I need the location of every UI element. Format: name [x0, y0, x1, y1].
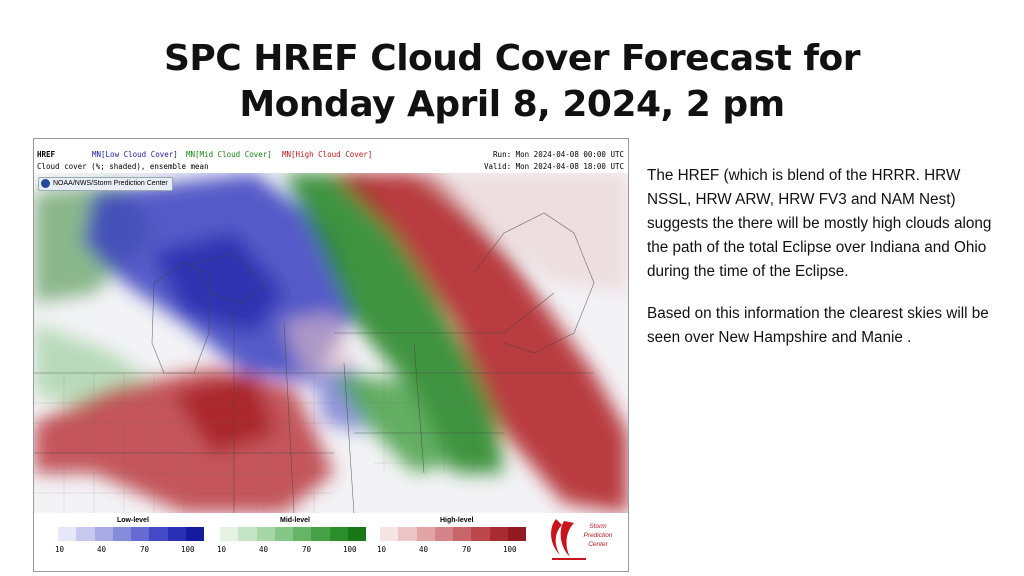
- map-run-time: Run: Mon 2024-04-08 00:00 UTC: [493, 150, 624, 159]
- cloud-cover-map-panel: HREF MN[Low Cloud Cover] MN[Mid Cloud Co…: [33, 138, 629, 572]
- legend-mid-colorbar: [220, 527, 366, 541]
- legend-low-tick-70: 70: [140, 545, 150, 554]
- map-subtitle: Cloud cover (%; shaded), ensemble mean: [37, 162, 209, 171]
- spc-logo-text-storm: Storm: [589, 523, 607, 530]
- map-valid-time: Valid: Mon 2024-04-08 18:00 UTC: [484, 162, 624, 171]
- legend-high-tick-40: 40: [419, 545, 429, 554]
- legend-mid-title: Mid-level: [280, 517, 310, 524]
- legend-mid-tick-100: 100: [343, 545, 357, 554]
- legend-low-colorbar: [58, 527, 204, 541]
- legend-high-title: High-level: [440, 517, 474, 524]
- legend-low-title: Low-level: [117, 517, 149, 524]
- slide-title: SPC HREF Cloud Cover Forecast for Monday…: [60, 36, 964, 128]
- map-low-label: MN[Low Cloud Cover]: [92, 150, 178, 159]
- legend-mid-tick-70: 70: [302, 545, 312, 554]
- map-mid-label: MN[Mid Cloud Cover]: [186, 150, 272, 159]
- map-high-label: MN[High Cloud Cover]: [282, 150, 373, 159]
- spc-logo: Storm Prediction Center: [551, 519, 613, 560]
- legend-low-tick-100: 100: [181, 545, 195, 554]
- body-paragraph-1: The HREF (which is blend of the HRRR. HR…: [647, 167, 992, 280]
- legend-high-tick-70: 70: [462, 545, 472, 554]
- noaa-logo-icon: [41, 178, 50, 188]
- spc-logo-text-prediction: Prediction: [584, 532, 613, 539]
- cloud-cover-map: [34, 173, 628, 513]
- legend-high-tick-100: 100: [503, 545, 517, 554]
- map-legend: Low-level Mid-level High-level 10 40 70 …: [34, 513, 628, 571]
- noaa-badge: NOAA/NWS/Storm Prediction Center: [38, 177, 173, 191]
- noaa-badge-text: NOAA/NWS/Storm Prediction Center: [53, 180, 168, 187]
- map-model-label: HREF: [37, 150, 56, 159]
- legend-high-colorbar: [380, 527, 526, 541]
- legend-high-tick-10: 10: [377, 545, 387, 554]
- legend-low-tick-10: 10: [55, 545, 65, 554]
- slide-body: The HREF (which is blend of the HRRR. HR…: [647, 164, 997, 368]
- spc-logo-text-center: Center: [588, 541, 608, 548]
- title-line-2: Monday April 8, 2024, 2 pm: [239, 84, 785, 125]
- legend-mid-tick-10: 10: [217, 545, 227, 554]
- legend-low-tick-40: 40: [97, 545, 107, 554]
- title-line-1: SPC HREF Cloud Cover Forecast for: [163, 38, 861, 79]
- legend-mid-tick-40: 40: [259, 545, 269, 554]
- body-paragraph-2: Based on this information the clearest s…: [647, 305, 989, 346]
